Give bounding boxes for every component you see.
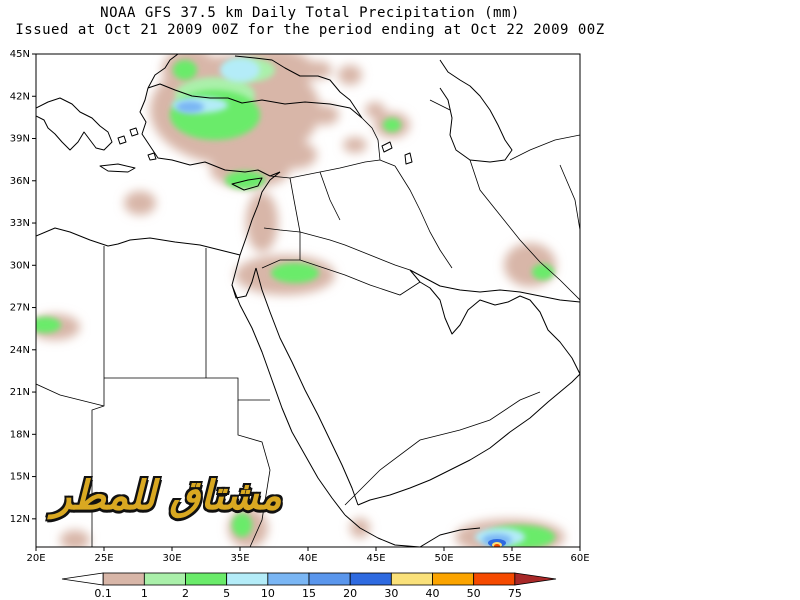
legend-swatch <box>349 572 392 586</box>
legend-swatch <box>267 572 310 586</box>
legend-label: 1 <box>141 587 148 600</box>
lat-tick-label: 24N <box>10 345 30 356</box>
legend-label: 2 <box>182 587 189 600</box>
country-borders <box>36 99 580 547</box>
lon-tick-label: 25E <box>94 553 113 564</box>
legend-swatch <box>143 572 186 586</box>
map-subtitle: Issued at Oct 21 2009 00Z for the period… <box>15 22 605 38</box>
legend-label: 30 <box>384 587 398 600</box>
longitude-axis: 20E 25E 30E 35E 40E 45E 50E 55E 60E <box>26 547 590 564</box>
lon-tick-label: 45E <box>366 553 385 564</box>
precipitation-legend: 0.1 1 2 5 10 15 20 30 40 50 75 <box>61 572 557 600</box>
legend-label: 40 <box>426 587 440 600</box>
lat-tick-label: 18N <box>10 429 30 440</box>
map-title: NOAA GFS 37.5 km Daily Total Precipitati… <box>100 5 520 21</box>
legend-label: 75 <box>508 587 522 600</box>
legend-swatch <box>308 572 351 586</box>
lon-tick-label: 40E <box>298 553 317 564</box>
legend-label: 50 <box>467 587 481 600</box>
lat-tick-label: 36N <box>10 176 30 187</box>
coastlines <box>36 54 580 547</box>
precip-band-30mm-plus <box>488 539 506 547</box>
legend-swatch <box>514 572 557 586</box>
lat-tick-label: 33N <box>10 218 30 229</box>
legend-swatch <box>102 572 145 586</box>
legend-swatch <box>432 572 475 586</box>
legend-swatch <box>226 572 269 586</box>
legend-label: 5 <box>223 587 230 600</box>
legend-label: 15 <box>302 587 316 600</box>
lon-tick-label: 60E <box>570 553 589 564</box>
lon-tick-label: 55E <box>502 553 521 564</box>
legend-label: 10 <box>261 587 275 600</box>
lon-tick-label: 35E <box>230 553 249 564</box>
lat-tick-label: 15N <box>10 472 30 483</box>
lat-tick-label: 45N <box>10 49 30 60</box>
lat-tick-label: 39N <box>10 134 30 145</box>
lon-tick-label: 30E <box>162 553 181 564</box>
lon-tick-label: 50E <box>434 553 453 564</box>
lat-tick-label: 30N <box>10 260 30 271</box>
latitude-axis: 45N 42N 39N 36N 33N 30N 27N 24N 21N 18N 15N 12N <box>10 49 36 525</box>
lat-tick-label: 12N <box>10 514 30 525</box>
watermark-logo: مشتاق للمطر <box>52 472 282 519</box>
legend-label: 0.1 <box>94 587 112 600</box>
legend-swatch <box>185 572 228 586</box>
legend-label: 20 <box>343 587 357 600</box>
precipitation-shading <box>36 54 565 547</box>
legend-swatch <box>61 572 104 586</box>
lat-tick-label: 21N <box>10 387 30 398</box>
lat-tick-label: 27N <box>10 303 30 314</box>
legend-swatch <box>473 572 516 586</box>
lon-tick-label: 20E <box>26 553 45 564</box>
legend-swatch <box>390 572 433 586</box>
lat-tick-label: 42N <box>10 91 30 102</box>
